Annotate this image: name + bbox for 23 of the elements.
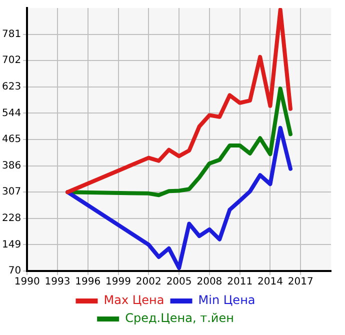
- y-tick-label: 386: [2, 160, 22, 172]
- y-tick-label: 781: [2, 28, 22, 40]
- y-tick-label: 149: [2, 239, 22, 250]
- legend-label: Min Цена: [198, 293, 256, 308]
- y-tick-label: 623: [2, 81, 22, 92]
- y-tick-label: 228: [2, 212, 22, 224]
- x-tick-label: 2017: [288, 276, 314, 288]
- y-tick-label: 702: [2, 55, 22, 66]
- legend-label: Max Цена: [104, 293, 164, 308]
- legend-label: Сред.Цена, т.йен: [125, 311, 234, 326]
- x-tick-label: 2005: [166, 276, 192, 288]
- y-tick-label: 465: [2, 134, 22, 146]
- x-tick-label: 1990: [14, 276, 40, 288]
- x-tick-label: 2008: [196, 276, 222, 288]
- x-tick-label: 1993: [44, 276, 70, 288]
- x-tick-label: 2014: [257, 276, 283, 288]
- x-tick-label: 1996: [75, 276, 101, 288]
- x-tick-label: 1999: [106, 276, 131, 288]
- y-tick-label: 307: [2, 186, 22, 198]
- y-tick-label: 70: [8, 266, 22, 277]
- y-tick-label: 544: [2, 108, 22, 119]
- x-tick-label: 2011: [227, 276, 253, 288]
- x-tick-label: 2002: [136, 276, 162, 288]
